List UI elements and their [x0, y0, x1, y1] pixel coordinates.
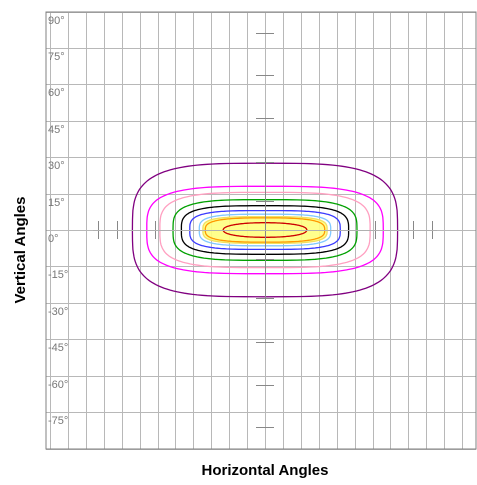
center-ticks: [93, 33, 437, 428]
plot-frame: [45, 11, 477, 450]
y-axis-title: Vertical Angles: [12, 197, 29, 304]
y-tick-label: 90°: [48, 15, 65, 27]
y-tick-label: -75°: [48, 415, 68, 427]
y-tick-label: 45°: [48, 124, 65, 136]
y-tick-label: 15°: [48, 197, 65, 209]
y-tick-label: 30°: [48, 160, 65, 172]
y-tick-label: -15°: [48, 269, 68, 281]
y-tick-label: -45°: [48, 342, 68, 354]
y-tick-label: 0°: [48, 233, 59, 245]
y-tick-label: -30°: [48, 306, 68, 318]
y-tick-label: 60°: [48, 87, 65, 99]
y-tick-label: 75°: [48, 51, 65, 63]
y-tick-label: -60°: [48, 379, 68, 391]
x-axis-title: Horizontal Angles: [202, 462, 329, 479]
contour-lines: [131, 162, 399, 298]
tick-labels: 90° 75° 60° 45° 30° 15° 0° -15° -30° -45° -60° -75°: [48, 15, 68, 427]
